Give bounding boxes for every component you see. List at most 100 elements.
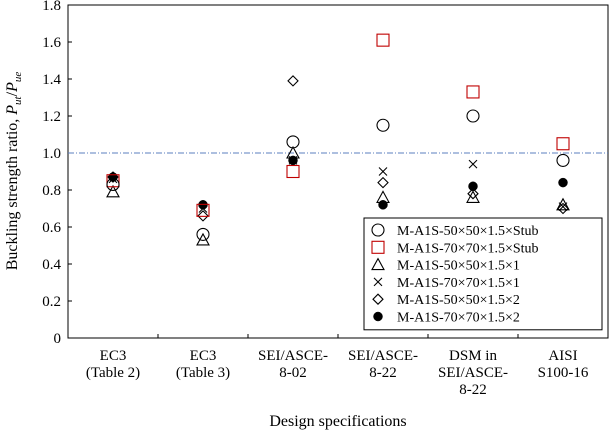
x-category-label-line: SEI/ASCE- xyxy=(438,365,508,381)
x-category-label-line: SEI/ASCE- xyxy=(348,348,418,364)
data-point xyxy=(466,190,480,203)
legend-label: M-A1S-70×70×1.5×1 xyxy=(397,276,520,291)
data-point-stroke-b xyxy=(468,159,478,169)
data-point xyxy=(198,204,208,213)
legend-box xyxy=(363,217,603,331)
data-point-shape xyxy=(196,227,210,241)
y-tick-label: 1.0 xyxy=(42,146,61,162)
y-tick-label: 1.4 xyxy=(42,72,61,88)
data-point-shape xyxy=(376,190,390,203)
y-axis-title-sep: / xyxy=(4,91,21,96)
y-tick-label: 0.6 xyxy=(42,220,61,236)
x-category-label-line: EC3 xyxy=(100,348,127,364)
data-point xyxy=(196,227,210,241)
y-tick-label: 0.2 xyxy=(42,294,61,310)
y-tick-label: 1.6 xyxy=(42,35,61,51)
x-axis-title: Design specifications xyxy=(269,413,406,430)
data-point xyxy=(468,159,478,169)
data-point xyxy=(196,232,210,246)
x-category-label-line: 8-02 xyxy=(279,365,307,381)
data-point-shape xyxy=(286,145,300,159)
data-point-stroke-b xyxy=(198,204,208,213)
data-point xyxy=(197,210,209,222)
data-point xyxy=(467,187,479,200)
data-point-shape xyxy=(197,210,209,222)
legend-marker xyxy=(373,277,383,287)
legend-label: M-A1S-70×70×1.5×Stub xyxy=(397,241,539,256)
x-category-label: AISI S100-16 xyxy=(538,348,589,381)
legend-label: M-A1S-70×70×1.5×2 xyxy=(397,311,520,326)
data-point xyxy=(106,177,120,191)
legend-marker-shape xyxy=(371,223,385,237)
data-point-shape xyxy=(466,190,480,203)
data-point-shape xyxy=(108,172,118,182)
y-tick-label: 0.8 xyxy=(42,183,61,199)
x-category-label-line: AISI xyxy=(548,348,577,364)
legend-marker-stroke-b xyxy=(373,277,383,287)
x-category-label-line: EC3 xyxy=(190,348,217,364)
legend-marker xyxy=(371,240,385,254)
data-point xyxy=(108,172,118,182)
data-point-shape xyxy=(466,85,480,99)
data-point-shape xyxy=(558,177,568,188)
legend-marker xyxy=(373,311,383,322)
x-category-label: DSM in SEI/ASCE-8-22 xyxy=(438,348,508,398)
data-point-shape xyxy=(106,177,120,191)
data-point-shape xyxy=(376,33,390,47)
legend-marker xyxy=(372,293,384,305)
y-axis-title-prefix: Buckling strength ratio, xyxy=(4,115,21,271)
y-axis-ticks: 0 0.2 0.4 0.6 0.8 1.0 1.2 1.4 1.6 1.8 xyxy=(42,0,72,347)
data-point-shape xyxy=(556,197,570,211)
y-tick-label: 1.8 xyxy=(42,0,61,14)
legend-label: M-A1S-50×50×1.5×2 xyxy=(397,293,520,308)
data-point xyxy=(557,202,569,215)
data-point xyxy=(556,137,570,151)
data-point-shape xyxy=(556,137,570,151)
data-point xyxy=(376,118,390,132)
legend-marker-shape xyxy=(373,311,383,322)
data-point xyxy=(286,135,300,149)
legend-marker-shape xyxy=(371,240,385,254)
data-point xyxy=(286,145,300,159)
data-points xyxy=(106,33,570,246)
data-point-shape xyxy=(106,184,120,198)
data-point-shape xyxy=(287,75,299,87)
data-point-shape xyxy=(377,176,389,189)
x-category-label-line: SEI/ASCE- xyxy=(258,348,328,364)
data-point xyxy=(376,33,390,47)
y-axis-title-num: P xyxy=(4,105,21,116)
x-category-label: SEI/ASCE-8-02 xyxy=(258,348,328,381)
y-tick-label: 0.4 xyxy=(42,257,61,273)
x-category-label-line: DSM in xyxy=(449,348,497,364)
data-point xyxy=(286,164,300,179)
data-point xyxy=(287,75,299,87)
legend-marker xyxy=(371,257,385,271)
data-point-shape xyxy=(466,109,480,123)
data-point xyxy=(106,184,120,198)
y-axis-title: Buckling strength ratio, Put/Pue xyxy=(4,72,24,271)
x-axis-categories: EC3 (Table 2)EC3 (Table 3)SEI/ASCE-8-02SEI… xyxy=(86,334,589,398)
x-category-label-line: 8-22 xyxy=(459,382,487,398)
data-point xyxy=(466,85,480,99)
data-point-shape xyxy=(196,232,210,246)
data-point-shape xyxy=(376,118,390,132)
data-point-stroke-b xyxy=(378,167,388,176)
data-point-shape xyxy=(286,164,300,179)
data-point xyxy=(376,190,390,203)
x-category-label-line: (Table 3) xyxy=(176,365,230,381)
data-point xyxy=(556,197,570,211)
data-point-shape xyxy=(106,174,120,188)
data-point-shape xyxy=(378,200,388,210)
data-point xyxy=(556,153,570,167)
legend-marker-shape xyxy=(371,257,385,271)
data-point xyxy=(106,174,120,188)
data-point-shape xyxy=(286,135,300,149)
data-point xyxy=(558,177,568,188)
x-category-label: EC3 (Table 2) xyxy=(86,348,140,381)
data-point xyxy=(378,167,388,176)
legend-marker-shape xyxy=(372,293,384,305)
x-category-label-line: S100-16 xyxy=(538,365,589,381)
y-axis-title-den-sub: ue xyxy=(12,72,24,83)
legend-marker xyxy=(371,223,385,237)
